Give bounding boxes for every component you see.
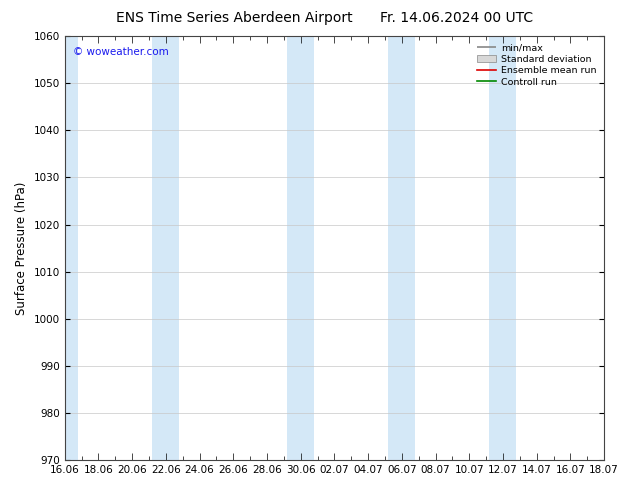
Legend: min/max, Standard deviation, Ensemble mean run, Controll run: min/max, Standard deviation, Ensemble me…: [474, 40, 600, 91]
Bar: [489, 36, 517, 460]
Bar: [51, 36, 78, 460]
Bar: [287, 36, 314, 460]
Text: Fr. 14.06.2024 00 UTC: Fr. 14.06.2024 00 UTC: [380, 11, 533, 25]
Bar: [152, 36, 179, 460]
Bar: [389, 36, 415, 460]
Text: ENS Time Series Aberdeen Airport: ENS Time Series Aberdeen Airport: [116, 11, 353, 25]
Text: © woweather.com: © woweather.com: [73, 47, 169, 57]
Y-axis label: Surface Pressure (hPa): Surface Pressure (hPa): [15, 181, 28, 315]
